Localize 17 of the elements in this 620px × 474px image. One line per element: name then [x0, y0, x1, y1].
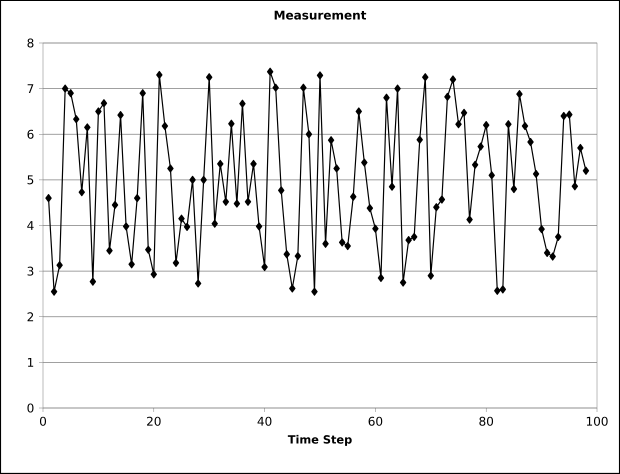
x-tick-label: 80 [479, 416, 494, 426]
y-tick-label: 1 [28, 358, 34, 367]
chart-title: Measurement [274, 10, 366, 20]
y-tick-label: 4 [27, 221, 34, 230]
y-tick-label: 8 [27, 38, 34, 48]
y-tick-label: 3 [28, 266, 34, 276]
y-tick-label: 5 [28, 175, 34, 184]
x-tick-label: 60 [368, 416, 382, 426]
x-tick-label: 0 [40, 416, 46, 426]
x-axis-title: Time Step [288, 434, 352, 446]
y-tick-label: 0 [27, 403, 34, 413]
x-tick-label: 100 [586, 416, 608, 426]
y-tick-label: 2 [28, 312, 34, 322]
x-tick-label: 20 [147, 416, 161, 426]
x-tick-label: 40 [258, 416, 272, 426]
y-tick-label: 7 [28, 84, 34, 93]
y-tick-label: 6 [27, 130, 34, 139]
